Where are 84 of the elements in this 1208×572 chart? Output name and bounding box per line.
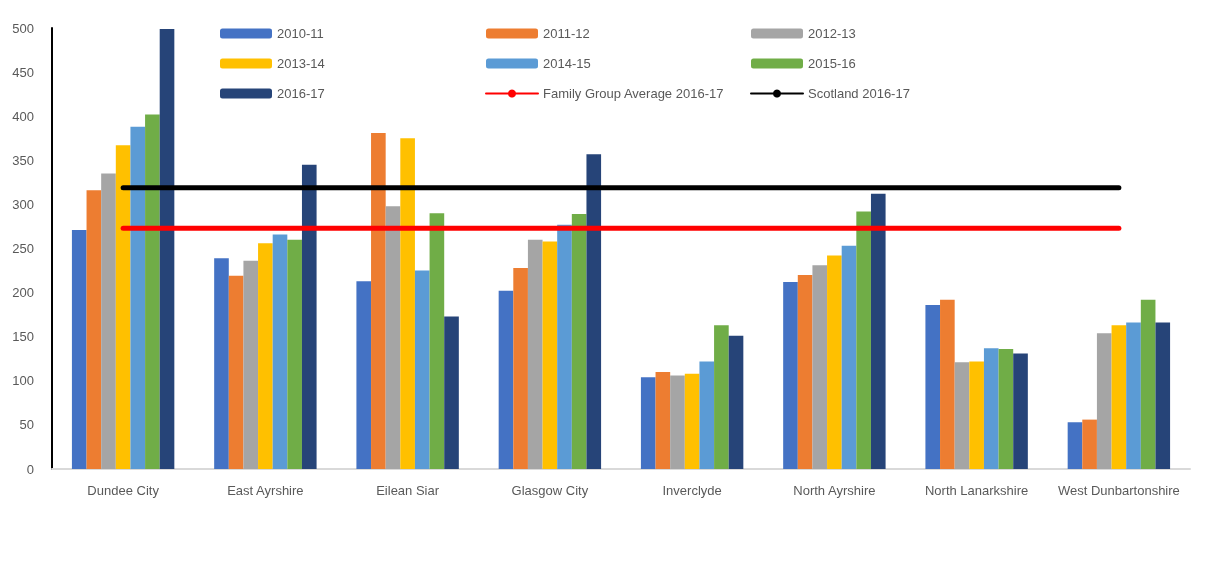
bar: [130, 126, 146, 469]
legend-label: 2014-15: [543, 56, 591, 71]
bar: [714, 325, 729, 469]
bar: [699, 361, 715, 469]
y-tick-label: 50: [19, 417, 34, 433]
bar: [243, 260, 259, 469]
bar: [498, 290, 514, 469]
legend-label: 2010-11: [277, 26, 324, 41]
bar: [1096, 333, 1112, 469]
bar: [513, 267, 528, 469]
bar: [115, 145, 131, 469]
bar: [1067, 422, 1083, 469]
x-tick-label: Eilean Siar: [376, 483, 440, 498]
bar: [101, 173, 116, 469]
y-tick-label: 500: [12, 20, 34, 36]
bar: [954, 362, 970, 469]
y-tick-label: 450: [12, 64, 34, 80]
bar: [258, 243, 273, 469]
bar: [571, 214, 587, 469]
bar: [400, 138, 415, 469]
bar: [71, 229, 87, 469]
bar: [1111, 325, 1127, 469]
bar: [1140, 299, 1156, 469]
bar: [586, 154, 602, 469]
bar: [969, 361, 984, 469]
legend-label: Family Group Average 2016-17: [543, 86, 724, 101]
legend-label: 2013-14: [277, 56, 325, 71]
bar: [983, 348, 999, 469]
bar: [228, 275, 244, 469]
x-tick-label: West Dunbartonshire: [1057, 483, 1180, 498]
y-tick-label: 350: [12, 152, 34, 168]
bar: [728, 335, 744, 469]
bar: [272, 234, 288, 469]
bar: [797, 274, 813, 469]
bar: [827, 255, 842, 469]
bar: [429, 213, 445, 469]
x-tick-label: Inverclyde: [662, 483, 722, 498]
y-tick-label: 0: [26, 461, 34, 477]
y-tick-label: 400: [12, 108, 34, 124]
x-tick-label: North Lanarkshire: [924, 483, 1029, 498]
bar: [640, 377, 656, 469]
y-tick-label: 200: [12, 285, 34, 301]
bar: [998, 349, 1014, 469]
bar: [159, 28, 175, 469]
y-tick-label: 300: [12, 196, 34, 212]
bar: [812, 265, 828, 469]
bar: [542, 241, 558, 469]
legend-label: 2011-12: [543, 26, 590, 41]
x-tick-label: Dundee City: [87, 483, 160, 498]
bar: [1013, 353, 1028, 469]
legend-label: 2016-17: [277, 86, 325, 101]
bar: [783, 282, 798, 469]
bar: [371, 132, 386, 469]
bar: [670, 375, 685, 469]
bar: [557, 224, 572, 469]
y-tick-label: 150: [12, 329, 34, 345]
bar: [301, 164, 317, 469]
bar: [684, 373, 700, 469]
bar: [414, 270, 430, 469]
legend-label: Scotland 2016-17: [808, 86, 910, 101]
bar: [1082, 419, 1097, 469]
x-tick-label: East Ayrshire: [227, 483, 304, 498]
legend-label: 2012-13: [808, 26, 856, 41]
bar: [385, 206, 401, 469]
x-tick-label: Glasgow City: [511, 483, 589, 498]
y-tick-label: 250: [12, 241, 34, 256]
bar: [1155, 322, 1171, 469]
bar: [925, 304, 941, 469]
bar: [841, 245, 857, 469]
bar: [356, 281, 372, 469]
bar: [444, 316, 459, 469]
bar: [940, 299, 955, 469]
legend-label: 2015-16: [808, 56, 856, 71]
bar: [86, 190, 102, 469]
bar: [145, 114, 160, 469]
bar: [214, 258, 229, 469]
y-tick-label: 100: [12, 373, 34, 389]
x-tick-label: North Ayrshire: [793, 483, 876, 498]
bar: [1126, 322, 1141, 469]
bar: [287, 239, 302, 469]
bar: [655, 371, 671, 469]
bar: [870, 193, 886, 469]
bar: [856, 211, 871, 469]
bar: [527, 239, 543, 469]
